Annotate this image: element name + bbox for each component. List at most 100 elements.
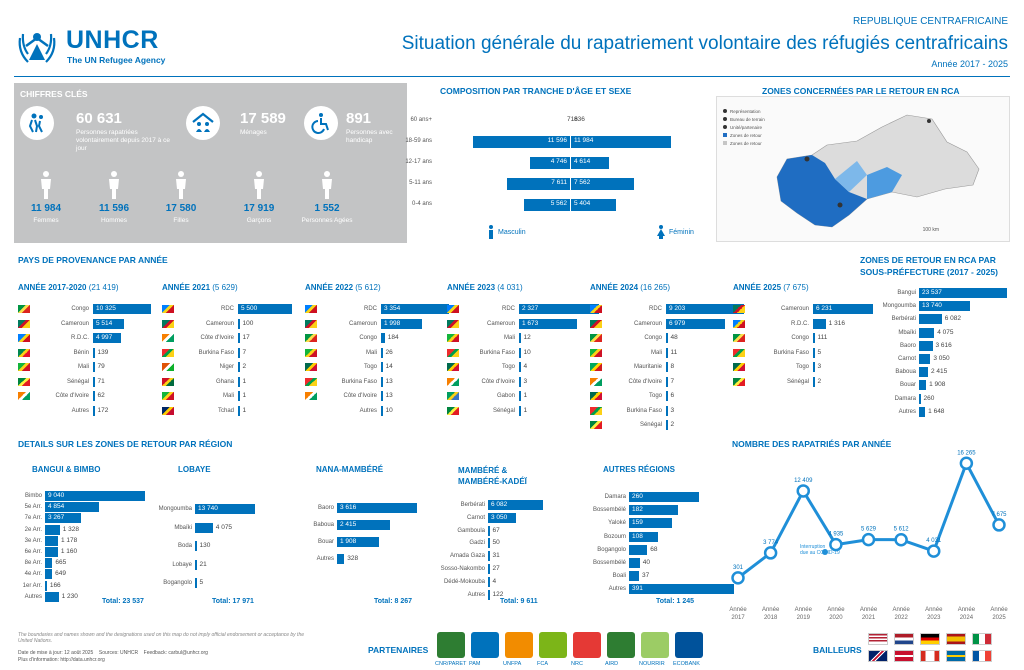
region-value: 31 xyxy=(492,552,500,560)
partner-label: PAM xyxy=(469,661,481,667)
region-value: 159 xyxy=(632,519,643,527)
region-row-label: Amada Gaza xyxy=(449,553,485,560)
region-value: 21 xyxy=(199,560,207,568)
male-bar: 11 596 xyxy=(473,136,570,148)
region-value: 1 160 xyxy=(60,548,78,555)
subpref-bar xyxy=(919,314,942,325)
region-value: 649 xyxy=(55,570,67,578)
year-label: ANNÉE 2021 xyxy=(162,283,211,292)
region-bar xyxy=(629,544,648,555)
region-value: 27 xyxy=(492,565,500,572)
data-point xyxy=(894,532,908,547)
logo-tagline: The UN Refugee Agency xyxy=(67,55,166,65)
region-value: 67 xyxy=(492,526,500,534)
subpref-value: 260 xyxy=(923,394,935,402)
donor-flag-icon xyxy=(868,633,888,645)
country-value: 71 xyxy=(97,377,105,385)
country-bar xyxy=(238,362,240,372)
region-row-label: Berbérati xyxy=(460,502,485,508)
map-title: ZONES CONCERNÉES PAR LE RETOUR EN RCA xyxy=(762,86,960,96)
country-bar xyxy=(381,347,383,358)
region-row-label: Bossembélé xyxy=(592,507,626,514)
region-bar: 391 xyxy=(629,584,735,595)
country-label: Togo xyxy=(648,393,662,399)
region-value: 130 xyxy=(199,542,211,549)
country-flag-icon xyxy=(447,319,459,328)
donor-flag-icon xyxy=(946,650,966,662)
country-flag-icon xyxy=(447,377,459,386)
region-value: 68 xyxy=(650,545,658,553)
region-bar: 2 415 xyxy=(337,520,391,530)
country-flag-icon xyxy=(590,392,602,400)
country-label: Ghana xyxy=(215,378,234,385)
country-label: Burkina Faso xyxy=(626,407,662,414)
female-value: 836 xyxy=(574,116,585,123)
region-value: 122 xyxy=(492,590,504,598)
country-value: 62 xyxy=(97,392,105,399)
data-point xyxy=(829,537,843,552)
returnees-icon xyxy=(20,106,54,140)
subpref-value: 1 908 xyxy=(929,381,946,389)
country-label: Cameroun xyxy=(348,320,377,327)
disabled-value: 891 xyxy=(346,110,372,127)
country-value: 79 xyxy=(97,363,105,370)
partner-label: AIRD xyxy=(605,661,619,667)
country-label: Mali xyxy=(77,364,89,370)
data-label: 5 612 xyxy=(894,527,910,533)
country-value: 1 673 xyxy=(522,319,539,327)
region-row-label: Bouar xyxy=(317,539,334,545)
country-bar xyxy=(238,333,240,343)
country-label: Autres xyxy=(71,407,89,414)
region-bar: 159 xyxy=(629,518,672,529)
country-bar xyxy=(381,362,383,372)
age-group-label: 5-11 ans xyxy=(409,180,432,186)
country-flag-icon xyxy=(447,334,459,342)
country-value: 14 xyxy=(385,363,393,370)
female-bar: 4 614 xyxy=(571,157,610,169)
country-bar xyxy=(519,391,521,401)
country-label: Burkina Faso xyxy=(479,349,515,356)
country-label: Mali xyxy=(222,393,234,399)
map-legend-item: Représentation xyxy=(723,107,765,115)
country-value: 4 997 xyxy=(96,334,113,341)
virus-icon xyxy=(822,549,828,555)
age-group-label: 18-59 ans xyxy=(405,138,432,144)
region-value: 4 xyxy=(492,577,497,585)
country-value: 1 xyxy=(242,377,247,385)
country-label: R.D.C. xyxy=(791,320,809,327)
region-bar xyxy=(45,558,53,569)
person-icon xyxy=(108,171,120,199)
country-label: Congo xyxy=(71,306,89,312)
returnees-per-year-chart: 301 Année 2017 3 774 Année 2018 12 409 Année 201… xyxy=(729,450,1008,621)
map-legend-item: Zones de retour xyxy=(723,131,765,139)
region-bar xyxy=(195,559,197,570)
region-bar: 1 908 xyxy=(337,537,380,547)
region-bar: 6 082 xyxy=(488,500,543,510)
subpref-bar: 23 537 xyxy=(919,288,1007,298)
subpref-bar xyxy=(919,354,931,364)
footer-meta: Date de mise à jour: 12 août 2025 Source… xyxy=(18,650,208,656)
country-bar xyxy=(238,391,240,401)
country-flag-icon xyxy=(590,305,602,313)
key-figures-title: CHIFFRES CLÉS xyxy=(20,89,88,99)
region-row-label: 1er Arr. xyxy=(22,582,42,589)
country-label: Cameroun xyxy=(633,320,662,327)
region-value: 3 050 xyxy=(491,513,508,521)
subpref-label: Mbaïki xyxy=(898,329,916,336)
country-bar xyxy=(813,333,815,343)
region-row-label: Dédé-Mokouba xyxy=(443,578,485,585)
region-row-label: Autres xyxy=(608,586,626,593)
male-value: 716 xyxy=(567,116,578,123)
country-label: Bénin xyxy=(73,349,89,356)
region-row-label: Boali xyxy=(612,573,626,580)
country-label: Mali xyxy=(650,349,662,356)
country-bar xyxy=(666,420,668,430)
country-value: 3 xyxy=(670,406,675,414)
region-bar: 3 050 xyxy=(488,512,516,523)
country-value: 13 xyxy=(385,392,393,399)
country-flag-icon xyxy=(733,334,745,342)
region-row-label: Sosso-Nakombo xyxy=(440,566,485,572)
country-flag-icon xyxy=(733,363,745,371)
country-flag-icon xyxy=(447,305,459,313)
country-bar xyxy=(381,333,385,343)
